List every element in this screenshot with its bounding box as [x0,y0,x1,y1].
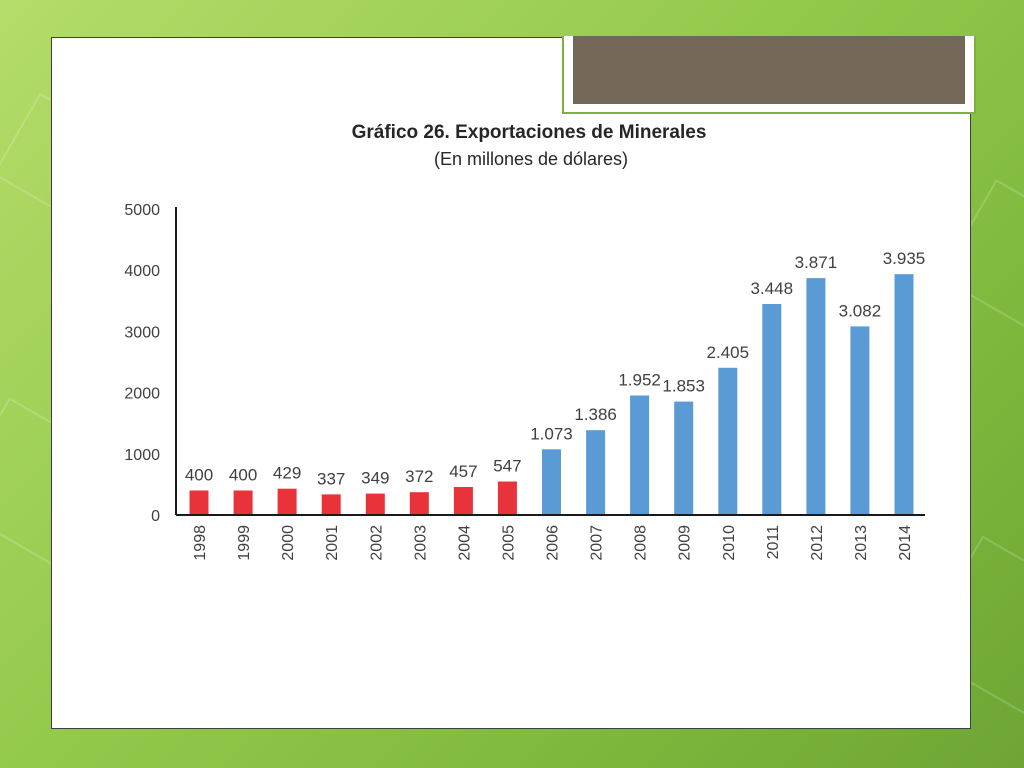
bar-2001 [321,494,341,515]
bar-2013 [850,326,870,515]
y-tick-label: 1000 [124,447,160,464]
x-tick-label: 1999 [236,525,253,561]
bar-2011 [762,304,782,515]
chart-title: Gráfico 26. Exportaciones de Minerales [352,122,707,143]
data-label: 3.871 [795,253,838,272]
x-tick-label: 2012 [809,525,826,561]
slide-title-tab [562,36,976,114]
y-tick-label: 2000 [124,386,160,403]
data-label: 349 [361,469,389,488]
data-label: 372 [405,467,433,486]
data-label: 547 [493,457,521,476]
y-tick-label: 5000 [124,202,160,219]
y-tick-label: 0 [151,508,160,525]
bar-2012 [806,278,826,515]
slide-panel: Gráfico 26. Exportaciones de Minerales (… [51,36,976,729]
x-tick-label: 2000 [280,525,297,561]
x-tick-label: 2005 [500,525,517,561]
data-label: 1.386 [574,405,617,424]
bar-2006 [542,449,561,515]
data-label: 1.952 [618,371,661,390]
x-tick-label: 2014 [897,525,914,561]
x-axis-labels: 1998 1999 2000 2001 2002 2003 2004 2005 2006 2007… [192,525,914,561]
x-tick-label: 2006 [545,525,562,561]
chart-subtitle: (En millones de dólares) [434,149,628,169]
bar-2007 [586,430,606,515]
data-label: 3.448 [751,279,794,298]
y-tick-label: 4000 [124,263,160,280]
bar-series [189,274,914,515]
x-tick-label: 1998 [192,525,209,561]
data-label: 3.935 [883,249,926,268]
data-label: 2.405 [707,343,750,362]
bar-2003 [409,492,429,515]
bar-2014 [894,274,914,515]
x-tick-label: 2004 [456,525,473,561]
mineral-exports-chart: Gráfico 26. Exportaciones de Minerales (… [124,122,925,561]
slide-title-band [573,36,965,104]
x-tick-label: 2011 [765,525,782,560]
data-label: 337 [317,469,345,488]
data-label: 3.082 [839,301,882,320]
data-label: 400 [185,466,213,485]
y-tick-label: 3000 [124,324,160,341]
bar-2009 [674,401,694,515]
x-tick-label: 2013 [853,525,870,561]
x-tick-label: 2003 [412,525,429,561]
x-tick-label: 2007 [589,525,606,561]
data-label: 429 [273,464,301,483]
bar-2008 [630,395,650,515]
x-tick-label: 2002 [368,525,385,561]
data-label: 1.853 [662,377,705,396]
y-axis-ticks: 5000 4000 3000 2000 1000 0 [124,202,160,525]
bar-2000 [277,488,297,515]
data-label: 400 [229,466,257,485]
bar-1999 [233,490,253,515]
x-tick-label: 2001 [324,525,341,561]
data-label: 457 [449,462,477,481]
data-label: 1.073 [530,424,573,443]
bar-2002 [365,493,385,515]
x-tick-label: 2008 [633,525,650,561]
x-tick-label: 2010 [721,525,738,561]
bar-1998 [189,490,209,515]
x-tick-label: 2009 [677,525,694,561]
bar-2004 [453,487,473,515]
bar-2010 [718,367,738,515]
bar-2005 [497,481,517,515]
